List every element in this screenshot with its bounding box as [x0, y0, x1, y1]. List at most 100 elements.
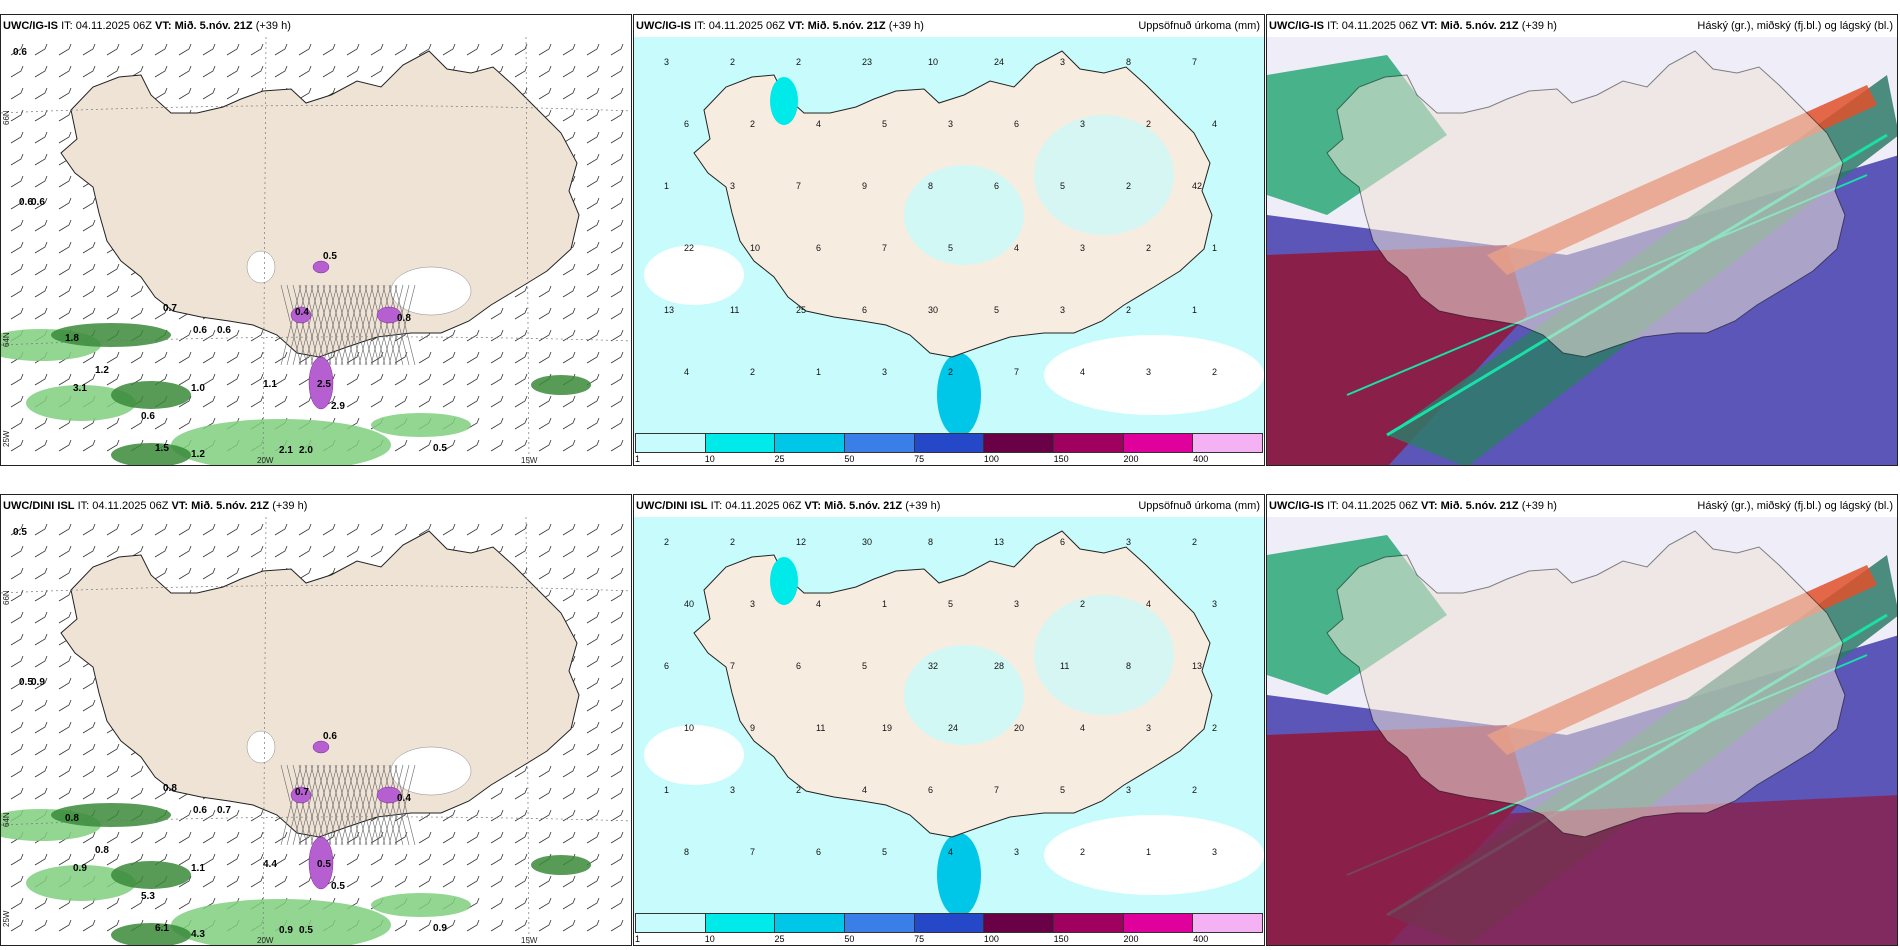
issue-time: IT: 04.11.2025 06Z — [694, 20, 785, 32]
precip-value-label: 6 — [994, 181, 999, 191]
precip-value-label: 20 — [1014, 723, 1024, 733]
precip-value-label: 4 — [1212, 119, 1217, 129]
colorbar-ticks: 1 10 25 50 75 100 150 200 400 — [635, 933, 1263, 945]
colorbar-swatch — [1193, 914, 1263, 932]
precip-value-label: 2 — [1146, 119, 1151, 129]
panel-top-cloud: UWC/IG-IS IT: 04.11.2025 06Z VT: Mið. 5.… — [1266, 14, 1898, 466]
precip-value-label: 42 — [1192, 181, 1202, 191]
panel-header: UWC/DINI ISL IT: 04.11.2025 06Z VT: Mið.… — [1, 495, 631, 517]
precip-value-label: 10 — [684, 723, 694, 733]
precip-value-label: 30 — [928, 305, 938, 315]
issue-time: IT: 04.11.2025 06Z — [1327, 20, 1418, 32]
precip-value-label: 24 — [948, 723, 958, 733]
wind-value-label: 2.0 — [299, 445, 313, 456]
precip-value-label: 3 — [948, 119, 953, 129]
lat-label: 64N — [2, 332, 11, 347]
precip-value-label: 5 — [862, 661, 867, 671]
colorbar-swatch — [705, 914, 776, 932]
precip-value-label: 30 — [862, 537, 872, 547]
precip-value-label: 1 — [1146, 847, 1151, 857]
precip-value-label: 19 — [882, 723, 892, 733]
wind-value-label: 0.9 — [73, 863, 87, 874]
precip-value-label: 2 — [750, 367, 755, 377]
wind-value-label: 0.5 — [433, 443, 447, 454]
model-name: UWC/IG-IS — [1269, 500, 1324, 512]
cloud-title: Háský (gr.), miðský (fj.bl.) og lágský (… — [1697, 20, 1893, 32]
precip-value-label: 7 — [730, 661, 735, 671]
precip-value-label: 5 — [948, 243, 953, 253]
wind-value-label: 2.5 — [317, 379, 331, 390]
colorbar-tick-label: 400 — [1193, 454, 1209, 464]
lon-label: 15W — [521, 936, 538, 945]
lat-label: 64N — [2, 812, 11, 827]
colorbar-ticks: 1 10 25 50 75 100 150 200 400 — [635, 453, 1263, 465]
wind-value-label: 4.3 — [191, 929, 205, 940]
precip-value-label: 6 — [862, 305, 867, 315]
colorbar-swatch — [1123, 434, 1194, 452]
precip-value-label: 3 — [730, 181, 735, 191]
precip-value-label: 2 — [1126, 305, 1131, 315]
precip-value-label: 2 — [1126, 181, 1131, 191]
colorbar-tick-label: 25 — [774, 934, 785, 944]
issue-time: IT: 04.11.2025 06Z — [1327, 500, 1418, 512]
precip-value-label: 6 — [1060, 537, 1065, 547]
precip-value-label: 3 — [1080, 243, 1085, 253]
wind-value-label: 1.0 — [191, 383, 205, 394]
precip-value-label: 4 — [816, 119, 821, 129]
precip-value-label: 3 — [1014, 599, 1019, 609]
wind-value-label: 1.5 — [155, 443, 169, 454]
precip-value-label: 2 — [730, 57, 735, 67]
precip-value-label: 2 — [730, 537, 735, 547]
precip-value-label: 7 — [882, 243, 887, 253]
colorbar-tick-label: 150 — [1053, 934, 1069, 944]
model-name: UWC/DINI ISL — [3, 500, 75, 512]
colorbar-tick-label: 50 — [844, 934, 855, 944]
precip-value-label: 23 — [862, 57, 872, 67]
lon-label: 25W — [2, 430, 11, 447]
precip-value-label: 2 — [664, 537, 669, 547]
colorbar-tick-label: 150 — [1053, 454, 1069, 464]
precip-value-label: 7 — [796, 181, 801, 191]
panel-header: UWC/IG-IS IT: 04.11.2025 06Z VT: Mið. 5.… — [1267, 495, 1897, 517]
precip-value-label: 3 — [1146, 723, 1151, 733]
wind-value-label: 4.4 — [263, 859, 277, 870]
wind-value-label: 0.6 — [193, 805, 207, 816]
wind-value-label: 2.1 — [279, 445, 293, 456]
precip-value-label: 8 — [1126, 661, 1131, 671]
precip-value-label: 5 — [994, 305, 999, 315]
precip-value-label: 8 — [684, 847, 689, 857]
precip-value-label: 4 — [816, 599, 821, 609]
precip-value-label: 10 — [928, 57, 938, 67]
precip-value-label: 6 — [796, 661, 801, 671]
precip-value-label: 2 — [750, 119, 755, 129]
precip-value-label: 25 — [796, 305, 806, 315]
precip-value-label: 9 — [750, 723, 755, 733]
precip-value-label: 4 — [1080, 723, 1085, 733]
colorbar-tick-label: 100 — [983, 454, 999, 464]
colorbar-swatch — [636, 914, 706, 932]
precip-value-label: 5 — [1060, 181, 1065, 191]
wind-value-label: 0.6 — [323, 731, 337, 742]
lead-time: (+39 h) — [1521, 20, 1557, 32]
wind-value-label: 1.2 — [95, 365, 109, 376]
wind-value-label: 5.3 — [141, 891, 155, 902]
precip-value-label: 10 — [750, 243, 760, 253]
precip-value-label: 1 — [664, 181, 669, 191]
precip-value-label: 3 — [882, 367, 887, 377]
precip-value-label: 6 — [816, 243, 821, 253]
precip-value-label: 11 — [730, 305, 739, 315]
valid-prefix: VT: — [171, 500, 189, 512]
panel-header: UWC/IG-IS IT: 04.11.2025 06Z VT: Mið. 5.… — [1267, 15, 1897, 37]
wind-value-label: 0.6 — [217, 325, 231, 336]
lead-time: (+39 h) — [1521, 500, 1557, 512]
colorbar-tick-label: 1 — [635, 454, 641, 464]
precip-colorbar — [635, 433, 1263, 453]
precip-value-label: 7 — [1192, 57, 1197, 67]
wind-value-label: 0.4 — [295, 307, 309, 318]
precip-title: Uppsöfnuð úrkoma (mm) — [1138, 500, 1260, 512]
colorbar-swatch — [1193, 434, 1263, 452]
lon-label: 15W — [521, 456, 538, 465]
wind-value-label: 0.4 — [397, 793, 411, 804]
